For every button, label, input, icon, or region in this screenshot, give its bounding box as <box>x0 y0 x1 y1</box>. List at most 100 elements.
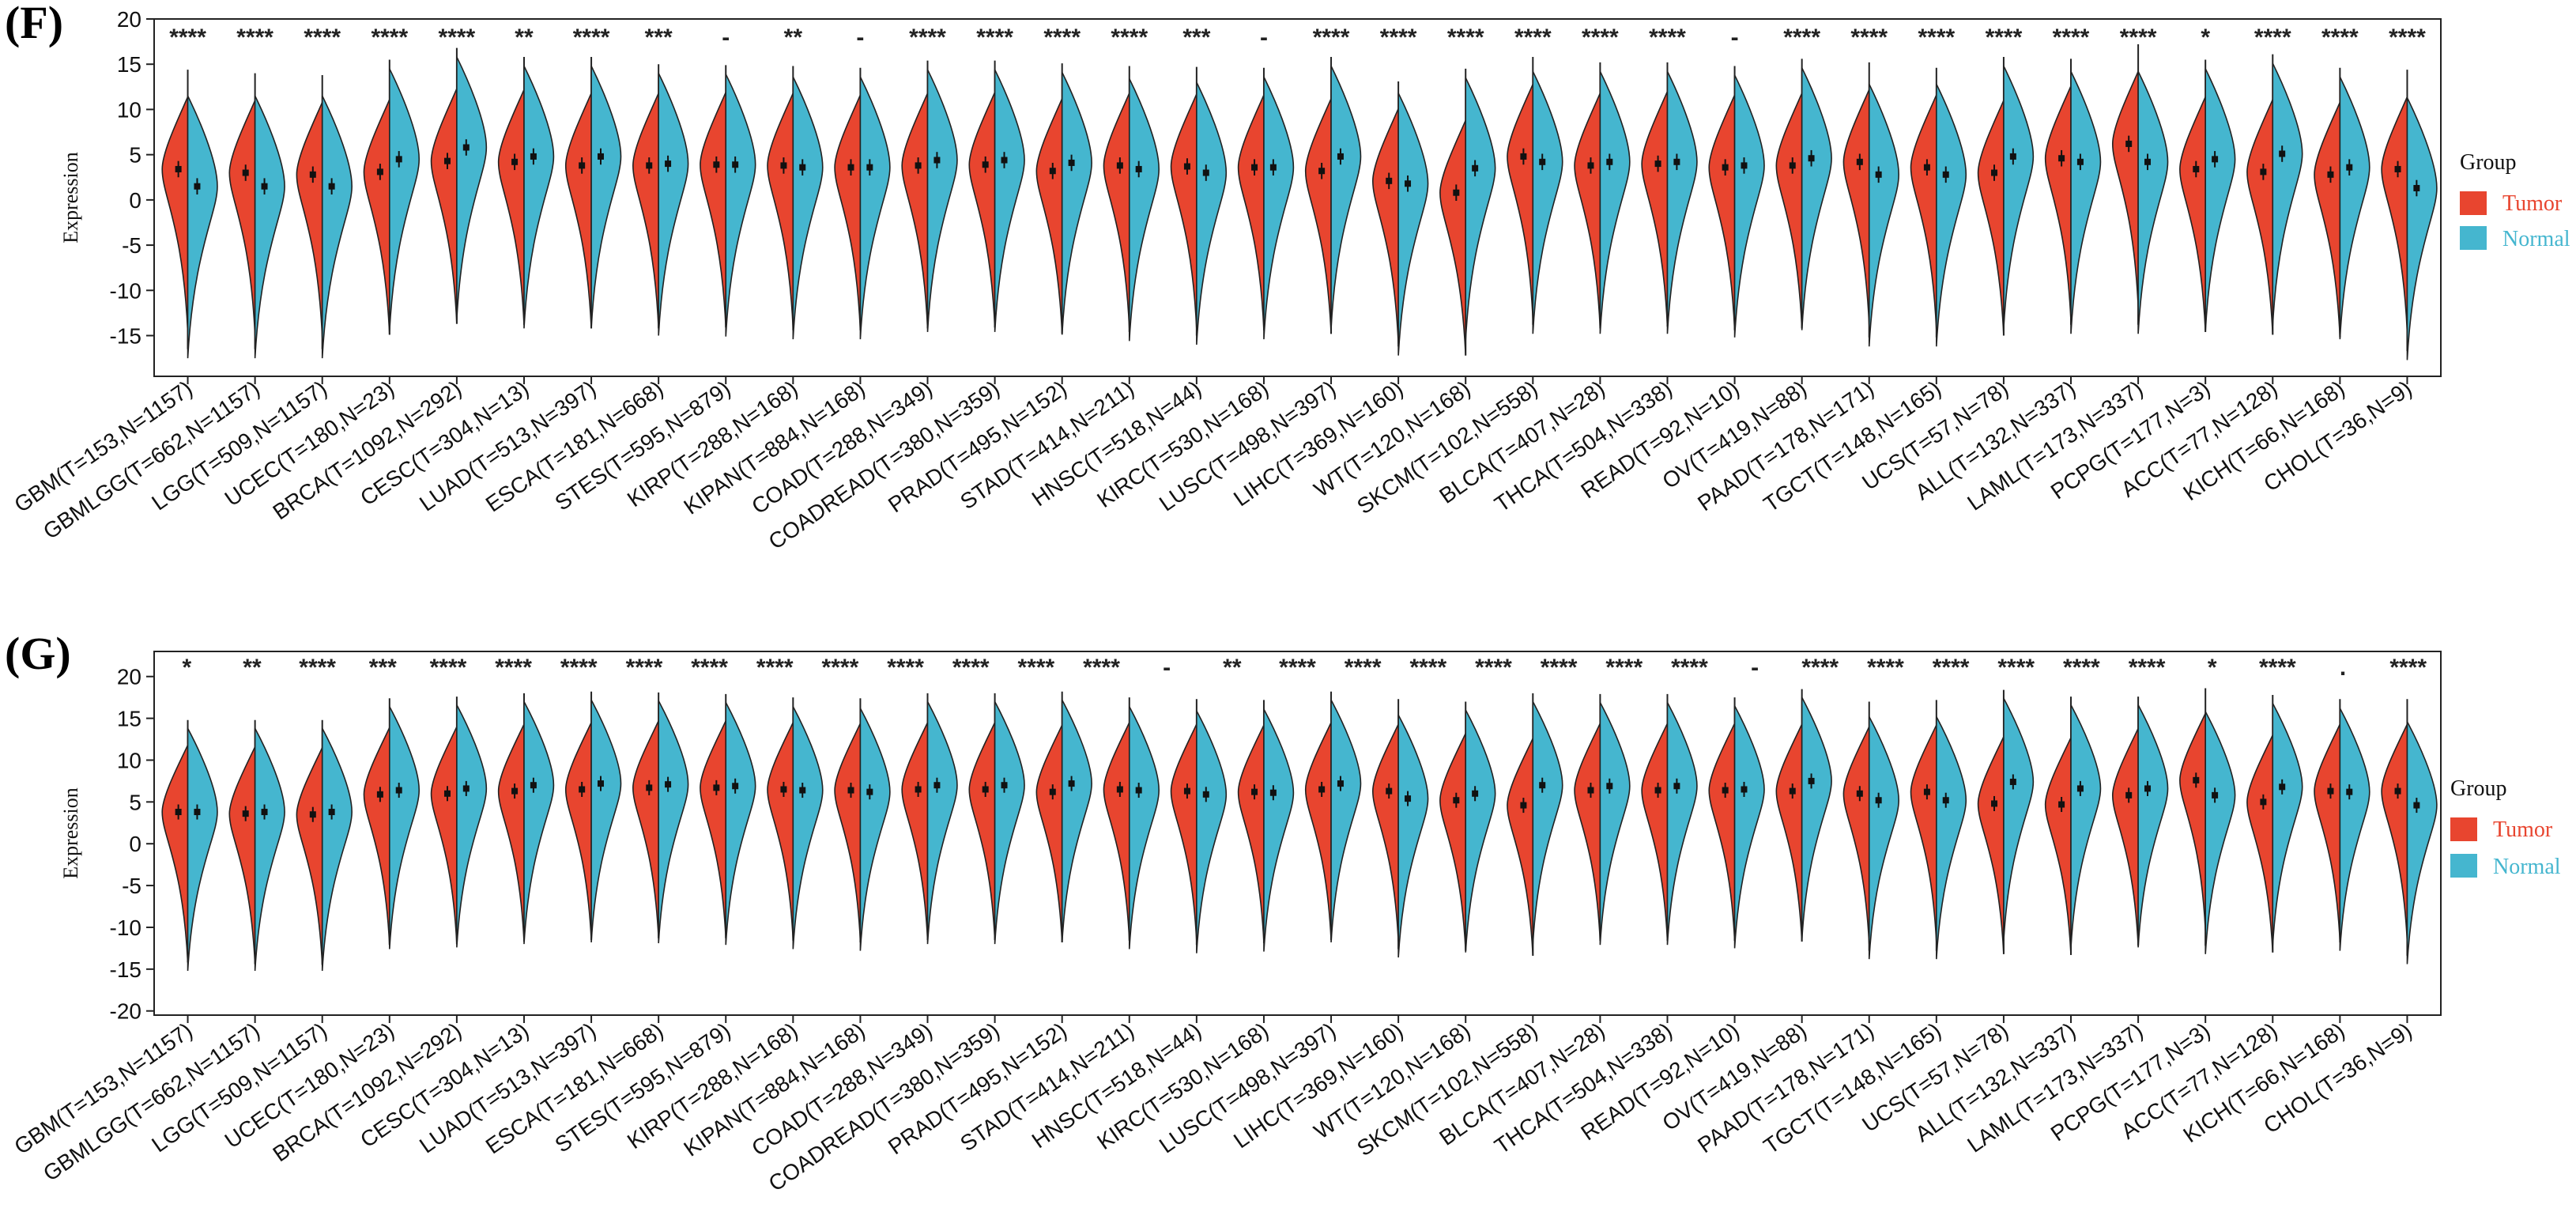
y-tick-label: 0 <box>129 832 141 856</box>
violin-half-tumor <box>228 100 256 336</box>
violin-half-normal <box>1666 702 1698 946</box>
normal-median-point <box>2144 785 2152 792</box>
normal-median-point <box>2009 778 2016 785</box>
tumor-median-point <box>2327 787 2334 795</box>
significance-label: **** <box>1514 25 1552 51</box>
tumor-median-point <box>443 790 451 797</box>
chart-panel-f: 20151050-5-10-15ExpressionGBM(T=153,N=11… <box>9 7 2442 554</box>
violin-half-normal <box>1465 709 1496 953</box>
normal-median-point <box>1942 171 1949 178</box>
y-axis-label: Expression <box>59 152 82 244</box>
significance-label: **** <box>1313 25 1350 51</box>
violin-half-normal <box>187 727 218 971</box>
violin-half-tumor <box>1371 108 1399 344</box>
normal-median-point <box>597 780 604 787</box>
violin-half-tumor <box>1304 722 1332 940</box>
violin-half-tumor <box>2044 85 2072 322</box>
tumor-median-point <box>2260 168 2267 176</box>
violin-half-tumor <box>2111 71 2139 307</box>
violin-half-tumor <box>632 720 659 938</box>
violin-half-tumor <box>1977 100 2005 336</box>
tumor-median-point <box>376 168 383 176</box>
violin-half-normal <box>1733 74 1765 338</box>
violin-half-tumor <box>296 747 323 965</box>
violin-half-normal <box>859 76 891 340</box>
y-tick-label: -10 <box>110 278 141 303</box>
violin-half-normal <box>1599 702 1631 946</box>
violin-half-normal <box>1397 714 1429 958</box>
y-tick-label: 0 <box>129 188 141 213</box>
y-tick-label: -15 <box>110 957 141 982</box>
violin-half-tumor <box>497 723 525 942</box>
violin-half-normal <box>994 69 1025 332</box>
violin-half-normal <box>926 701 958 945</box>
violin-half-tumor <box>2314 723 2341 942</box>
violin-half-normal <box>389 706 421 950</box>
tumor-median-point <box>579 162 586 169</box>
tumor-median-point <box>1654 787 1661 794</box>
normal-median-point <box>1068 159 1075 166</box>
significance-label: **** <box>236 25 273 51</box>
violin-half-normal <box>523 701 555 945</box>
violin-half-tumor <box>1170 93 1197 330</box>
normal-median-point <box>395 156 402 163</box>
legend-swatch-normal <box>2450 854 2477 878</box>
violin-half-normal <box>2339 708 2370 951</box>
violin-half-normal <box>321 727 353 971</box>
significance-label: **** <box>2321 25 2359 51</box>
normal-median-point <box>1001 782 1008 789</box>
violin-half-tumor <box>1641 91 1669 327</box>
violin-half-normal <box>792 76 824 340</box>
significance-label: **** <box>304 25 341 51</box>
legend-g: Group Tumor Normal <box>2450 776 2561 879</box>
violin-half-normal <box>1868 716 1899 960</box>
chart-panel-g: 20151050-5-10-15-20ExpressionGBM(T=153,N… <box>9 651 2442 1196</box>
normal-median-point <box>732 161 739 168</box>
violin-half-normal <box>1801 67 1832 330</box>
violin-half-normal <box>1128 78 1160 342</box>
violin-half-normal <box>2204 711 2236 954</box>
violin-half-normal <box>1330 66 1362 329</box>
tumor-median-point <box>2125 140 2133 147</box>
normal-median-point <box>194 809 201 816</box>
violin-half-normal <box>1936 84 1967 347</box>
significance-label: **** <box>1918 25 1955 51</box>
significance-label: **** <box>1671 655 1708 681</box>
significance-label: - <box>1260 25 1268 51</box>
tumor-median-point <box>2260 798 2267 806</box>
violin-half-normal <box>725 74 756 337</box>
violin-half-normal <box>2070 704 2102 948</box>
tumor-median-point <box>713 784 720 791</box>
tumor-median-point <box>2327 171 2334 178</box>
legend-title: Group <box>2450 776 2507 801</box>
normal-median-point <box>1405 180 1412 187</box>
y-tick-label: 20 <box>117 7 141 32</box>
violin-half-tumor <box>2381 723 2408 942</box>
violin-half-tumor <box>1237 724 1265 943</box>
tumor-median-point <box>982 161 989 168</box>
significance-label: **** <box>1867 655 1904 681</box>
normal-median-point <box>1135 787 1142 794</box>
normal-median-point <box>1269 164 1277 171</box>
violin-half-normal <box>590 66 622 329</box>
violin-half-normal <box>2003 697 2035 941</box>
y-tick-label: -15 <box>110 324 141 349</box>
tumor-median-point <box>376 791 383 798</box>
tumor-median-point <box>1318 168 1326 175</box>
violin-half-normal <box>187 95 218 359</box>
normal-median-point <box>1875 797 1882 804</box>
tumor-median-point <box>1856 158 1863 165</box>
tumor-median-point <box>1183 787 1190 795</box>
violin-half-tumor <box>2246 734 2274 953</box>
tumor-median-point <box>2193 776 2200 783</box>
tumor-median-point <box>1722 787 1729 794</box>
significance-label: ** <box>243 655 262 681</box>
significance-label: **** <box>1447 25 1484 51</box>
violin-half-tumor <box>564 92 592 329</box>
normal-median-point <box>2212 156 2219 163</box>
violin-half-tumor <box>228 746 256 965</box>
tumor-median-point <box>1453 797 1460 804</box>
normal-median-point <box>1673 783 1680 790</box>
significance-label: **** <box>1997 655 2035 681</box>
violin-half-normal <box>254 95 285 359</box>
